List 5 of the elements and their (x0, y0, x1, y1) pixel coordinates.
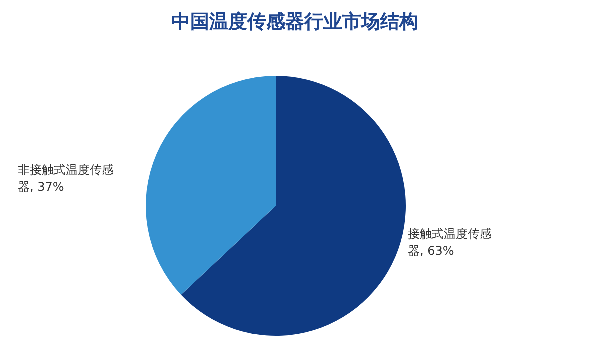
pie-slice (146, 76, 276, 295)
chart-title: 中国温度传感器行业市场结构 (172, 11, 418, 33)
slice-label: 非接触式温度传感器, 37% (18, 162, 114, 194)
slice-label: 接触式温度传感器, 63% (408, 227, 492, 258)
pie-slice (181, 76, 406, 336)
